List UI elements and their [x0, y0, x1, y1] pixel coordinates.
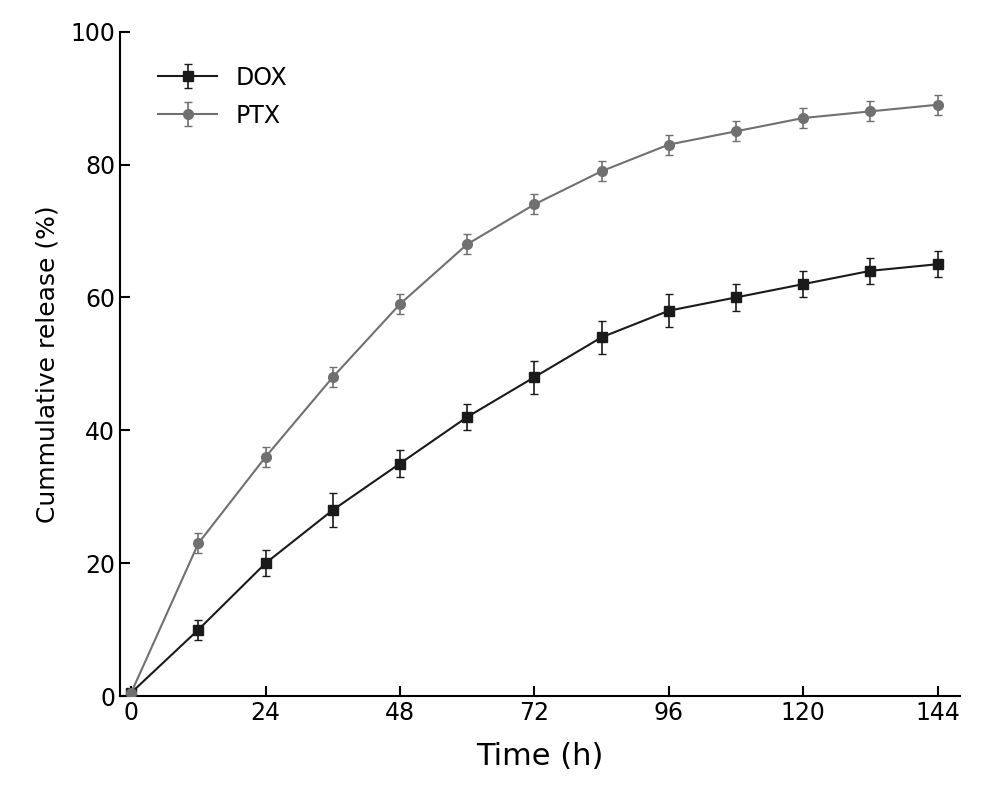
Legend: DOX, PTX: DOX, PTX — [149, 57, 297, 138]
Y-axis label: Cummulative release (%): Cummulative release (%) — [35, 205, 59, 523]
X-axis label: Time (h): Time (h) — [476, 742, 604, 770]
